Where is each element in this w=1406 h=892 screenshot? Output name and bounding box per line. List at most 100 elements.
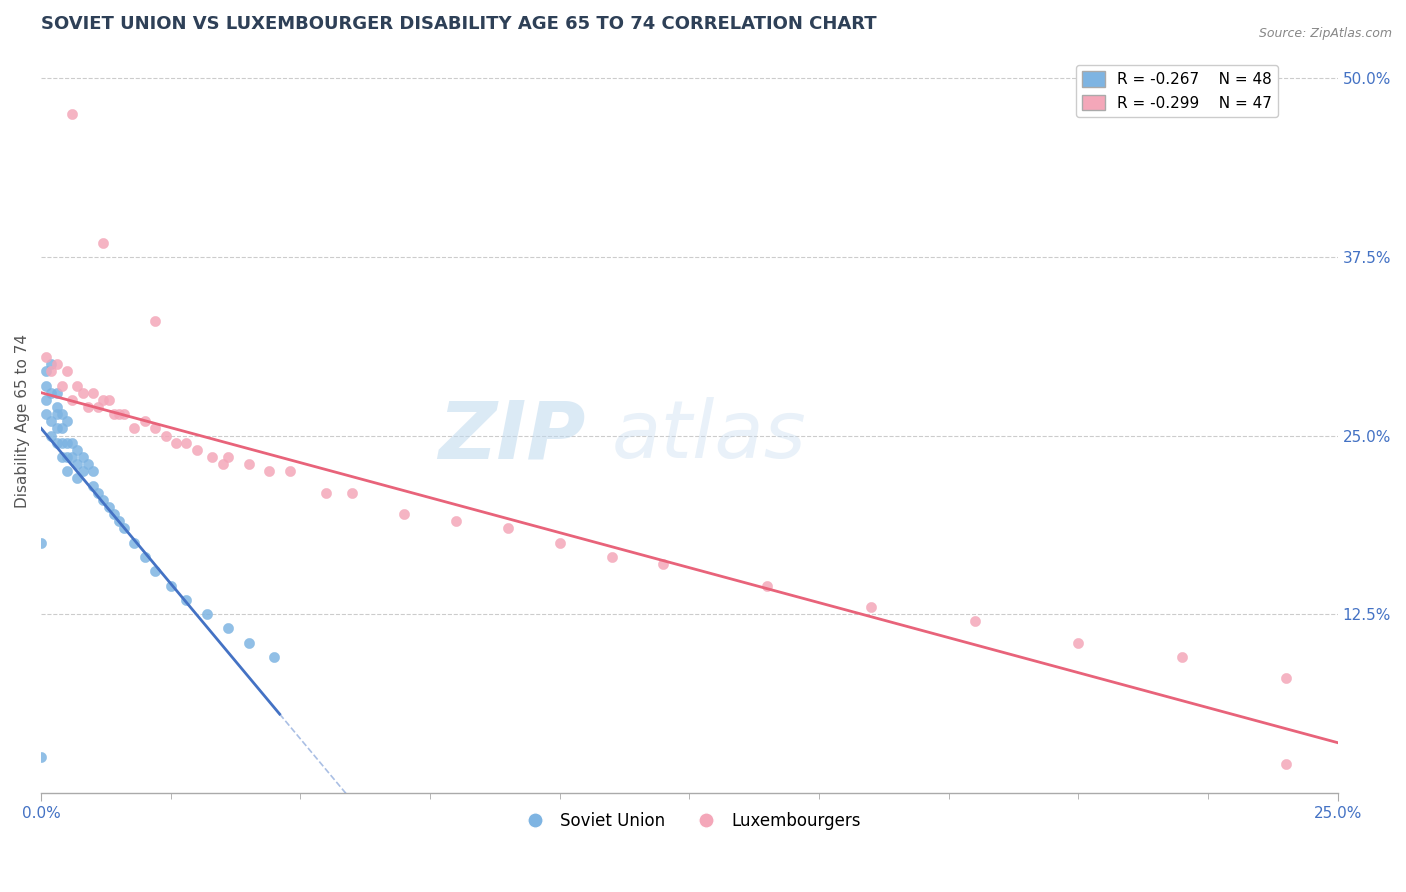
Point	[1067, 635, 1090, 649]
Point	[392, 507, 415, 521]
Point	[66, 471, 89, 485]
Point	[66, 378, 89, 392]
Point	[112, 521, 135, 535]
Point	[60, 392, 83, 407]
Point	[134, 549, 156, 564]
Point	[259, 464, 281, 478]
Point	[201, 450, 224, 464]
Point	[165, 435, 187, 450]
Point	[60, 450, 83, 464]
Point	[93, 235, 115, 250]
Point	[66, 457, 89, 471]
Point	[56, 435, 79, 450]
Point	[30, 750, 52, 764]
Point	[93, 492, 115, 507]
Point	[41, 428, 63, 442]
Point	[76, 457, 98, 471]
Point	[652, 557, 675, 571]
Point	[30, 535, 52, 549]
Point	[143, 564, 166, 578]
Point	[45, 357, 67, 371]
Point	[51, 450, 73, 464]
Point	[35, 378, 58, 392]
Point	[35, 392, 58, 407]
Text: ZIP: ZIP	[439, 397, 586, 475]
Point	[41, 357, 63, 371]
Point	[41, 414, 63, 428]
Point	[155, 428, 177, 442]
Point	[108, 514, 131, 528]
Point	[124, 535, 146, 549]
Point	[35, 350, 58, 364]
Point	[56, 364, 79, 378]
Point	[159, 578, 181, 592]
Point	[97, 500, 120, 514]
Point	[51, 407, 73, 421]
Point	[756, 578, 779, 592]
Point	[217, 450, 239, 464]
Point	[176, 592, 198, 607]
Text: SOVIET UNION VS LUXEMBOURGER DISABILITY AGE 65 TO 74 CORRELATION CHART: SOVIET UNION VS LUXEMBOURGER DISABILITY …	[41, 15, 877, 33]
Point	[82, 478, 104, 492]
Point	[143, 314, 166, 328]
Point	[263, 649, 285, 664]
Point	[143, 421, 166, 435]
Point	[134, 414, 156, 428]
Point	[87, 400, 110, 414]
Point	[963, 614, 986, 628]
Point	[444, 514, 467, 528]
Point	[76, 400, 98, 414]
Point	[45, 421, 67, 435]
Point	[859, 599, 882, 614]
Point	[72, 464, 94, 478]
Point	[56, 464, 79, 478]
Point	[56, 414, 79, 428]
Point	[238, 635, 260, 649]
Point	[176, 435, 198, 450]
Point	[35, 364, 58, 378]
Point	[211, 457, 233, 471]
Point	[124, 421, 146, 435]
Point	[103, 507, 125, 521]
Point	[72, 385, 94, 400]
Point	[45, 385, 67, 400]
Point	[112, 407, 135, 421]
Point	[51, 378, 73, 392]
Point	[35, 407, 58, 421]
Point	[56, 450, 79, 464]
Point	[87, 485, 110, 500]
Point	[41, 364, 63, 378]
Point	[82, 385, 104, 400]
Point	[60, 107, 83, 121]
Point	[93, 392, 115, 407]
Point	[1274, 672, 1296, 686]
Point	[238, 457, 260, 471]
Point	[45, 435, 67, 450]
Text: atlas: atlas	[612, 397, 806, 475]
Point	[97, 392, 120, 407]
Point	[82, 464, 104, 478]
Point	[315, 485, 337, 500]
Point	[41, 385, 63, 400]
Point	[108, 407, 131, 421]
Point	[278, 464, 301, 478]
Point	[103, 407, 125, 421]
Point	[600, 549, 623, 564]
Point	[548, 535, 571, 549]
Point	[496, 521, 519, 535]
Legend: Soviet Union, Luxembourgers: Soviet Union, Luxembourgers	[512, 805, 868, 837]
Point	[342, 485, 364, 500]
Point	[45, 407, 67, 421]
Point	[60, 435, 83, 450]
Point	[51, 435, 73, 450]
Point	[1171, 649, 1194, 664]
Point	[217, 621, 239, 635]
Point	[186, 442, 208, 457]
Point	[51, 421, 73, 435]
Point	[72, 450, 94, 464]
Point	[1274, 757, 1296, 772]
Y-axis label: Disability Age 65 to 74: Disability Age 65 to 74	[15, 334, 30, 508]
Point	[195, 607, 218, 621]
Point	[45, 400, 67, 414]
Point	[66, 442, 89, 457]
